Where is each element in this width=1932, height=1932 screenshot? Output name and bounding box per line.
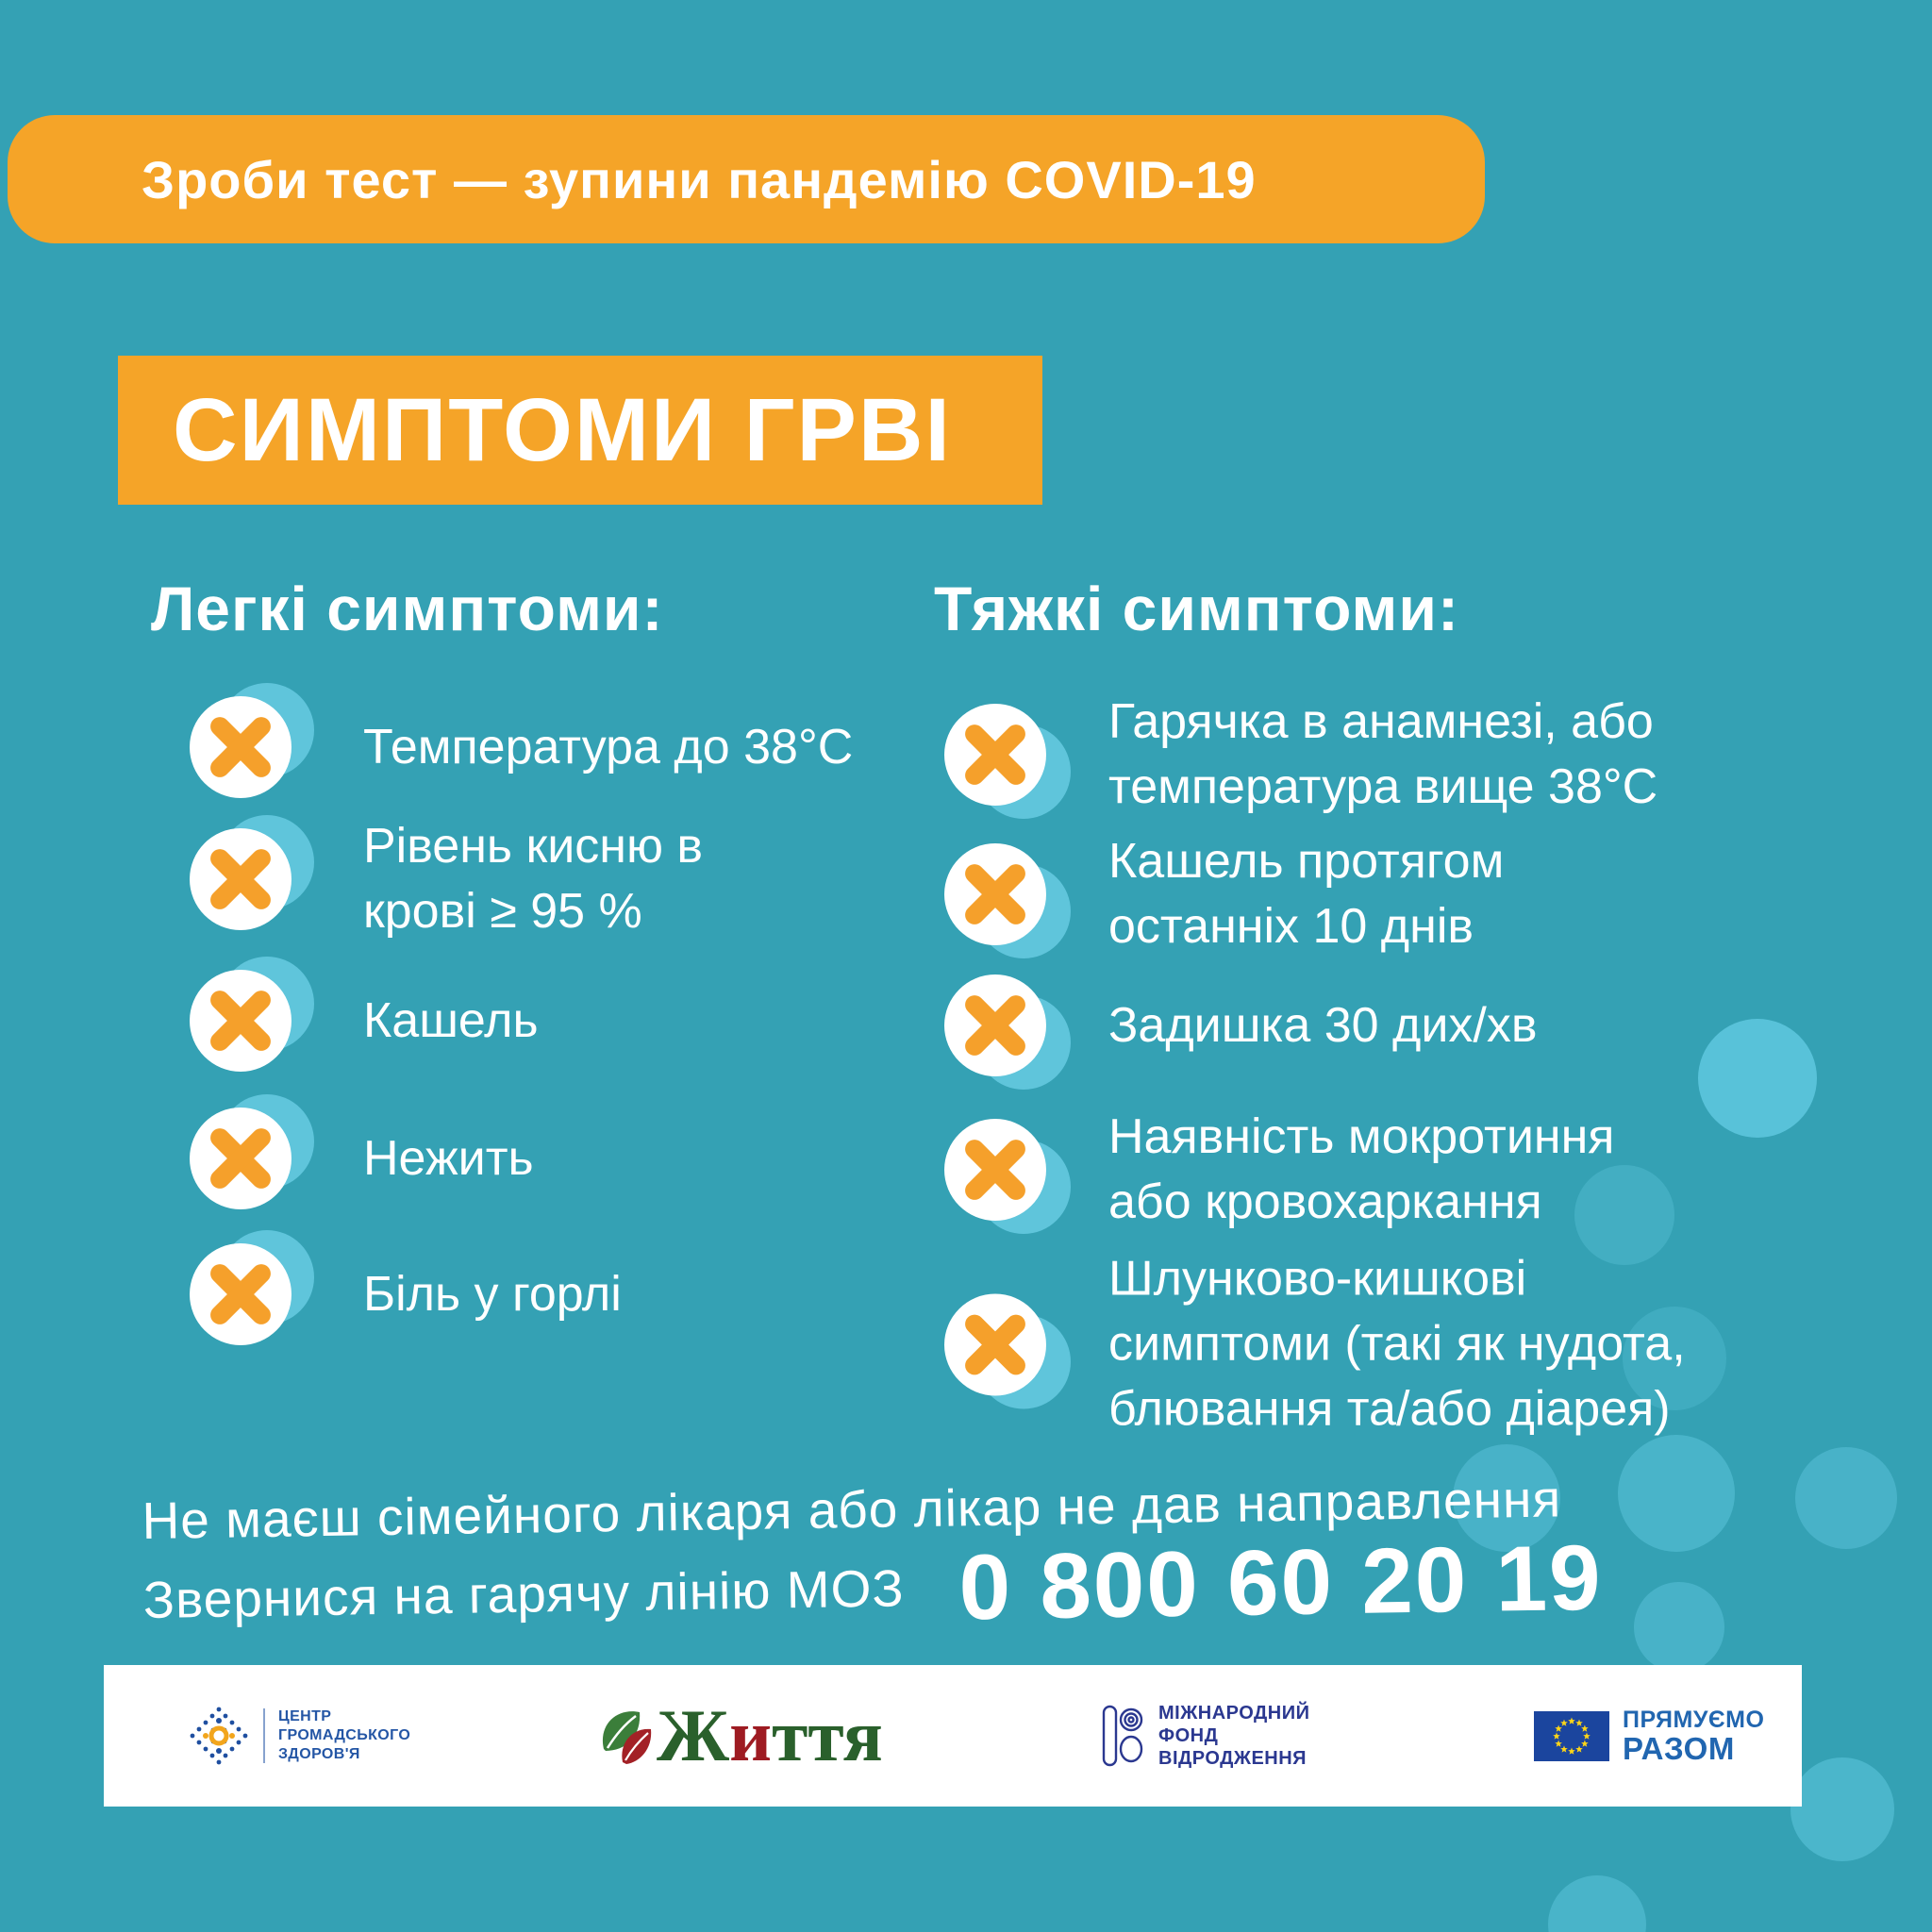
decor-bubble: [1634, 1582, 1724, 1673]
symptom-text: Біль у горлі: [363, 1266, 622, 1322]
decor-bubble: [1548, 1875, 1646, 1932]
irf-emblem-icon: [1102, 1705, 1143, 1767]
decor-bubble: [1795, 1447, 1897, 1549]
severe-symptoms-header: Тяжкі симптоми:: [934, 574, 1459, 643]
life-logo-label: Життя: [657, 1694, 883, 1776]
decor-bubble: [1623, 1307, 1726, 1410]
x-mark-icon: [190, 957, 314, 1072]
symptom-text: Кашель протягом останніх 10 днів: [1108, 834, 1505, 954]
symptom-text: Температура до 38°С: [363, 719, 854, 774]
irf-logo-group: МІЖНАРОДНИЙ ФОНД ВІДРОДЖЕННЯ: [1102, 1701, 1310, 1771]
symptom-item-mild-5: Біль у горлі: [190, 1230, 622, 1345]
decor-bubble: [1618, 1435, 1735, 1552]
title-box: СИМПТОМИ ГРВІ: [118, 356, 1042, 505]
symptom-text: Шлунково-кишкові симптоми (такі як нудот…: [1108, 1251, 1686, 1437]
decor-bubble: [1698, 1019, 1817, 1138]
symptom-text: Наявність мокротиння або кровохаркання: [1108, 1109, 1615, 1229]
x-mark-icon: [944, 843, 1071, 958]
life-logo-group: Життя: [594, 1695, 883, 1776]
symptom-item-severe-5: Шлунково-кишкові симптоми (такі як нудот…: [944, 1247, 1686, 1442]
x-mark-icon: [944, 974, 1071, 1090]
symptom-text: Гарячка в анамнезі, або температура вище…: [1108, 694, 1658, 814]
symptom-text: Задишка 30 дих/хв: [1108, 997, 1538, 1053]
symptom-item-mild-1: Температура до 38°С: [190, 683, 854, 798]
hotline-phone-number: 0 800 60 20 19: [958, 1524, 1604, 1640]
hotline-cta: Звернися на гарячу лінію МОЗ: [142, 1558, 906, 1629]
decor-bubble: [1453, 1444, 1560, 1552]
campaign-banner-text: Зроби тест — зупини пандемію COVID-19: [142, 149, 1257, 209]
eu-logo-group: ПРЯМУЄМО РАЗОМ: [1534, 1707, 1764, 1765]
x-mark-icon: [944, 1119, 1071, 1234]
x-mark-icon: [190, 1094, 314, 1209]
irf-logo-label: МІЖНАРОДНИЙ ФОНД ВІДРОДЖЕННЯ: [1158, 1703, 1310, 1769]
decor-bubble: [1574, 1165, 1674, 1265]
symptom-text: Нежить: [363, 1130, 534, 1186]
eu-logo-label: ПРЯМУЄМО РАЗОМ: [1623, 1707, 1765, 1766]
symptom-item-mild-3: Кашель: [190, 957, 539, 1072]
x-mark-icon: [190, 815, 314, 930]
symptom-item-mild-4: Нежить: [190, 1094, 534, 1209]
page-title: СИМПТОМИ ГРВІ: [173, 379, 952, 480]
symptom-item-mild-2: Рівень кисню в крові ≥ 95 %: [190, 814, 703, 944]
symptom-item-severe-2: Кашель протягом останніх 10 днів: [944, 829, 1504, 959]
partner-logos-bar: ЦЕНТР ГРОМАДСЬКОГО ЗДОРОВ'Я Життя: [104, 1665, 1802, 1807]
symptom-text: Рівень кисню в крові ≥ 95 %: [363, 819, 704, 939]
hotline-block: Не маєш сімейного лікаря або лікар не да…: [142, 1465, 1603, 1652]
x-mark-icon: [190, 683, 314, 798]
campaign-banner: Зроби тест — зупини пандемію COVID-19: [8, 115, 1485, 243]
decor-bubble: [1790, 1757, 1894, 1861]
symptom-text: Кашель: [363, 992, 539, 1048]
life-leaves-icon: [602, 1711, 652, 1764]
x-mark-icon: [944, 1293, 1071, 1408]
symptom-item-severe-4: Наявність мокротиння або кровохаркання: [944, 1105, 1614, 1235]
phc-logo-group: ЦЕНТР ГРОМАДСЬКОГО ЗДОРОВ'Я: [188, 1705, 410, 1767]
phc-logo-label: ЦЕНТР ГРОМАДСЬКОГО ЗДОРОВ'Я: [278, 1708, 411, 1762]
x-mark-icon: [944, 704, 1071, 819]
symptom-item-severe-1: Гарячка в анамнезі, або температура вище…: [944, 690, 1657, 820]
eu-flag-icon: [1534, 1710, 1609, 1761]
logo-separator: [263, 1708, 265, 1763]
mild-symptoms-header: Легкі симптоми:: [151, 574, 664, 643]
phc-dotted-diamond-icon: [190, 1707, 248, 1765]
symptom-item-severe-3: Задишка 30 дих/хв: [944, 974, 1538, 1090]
x-mark-icon: [190, 1230, 314, 1345]
